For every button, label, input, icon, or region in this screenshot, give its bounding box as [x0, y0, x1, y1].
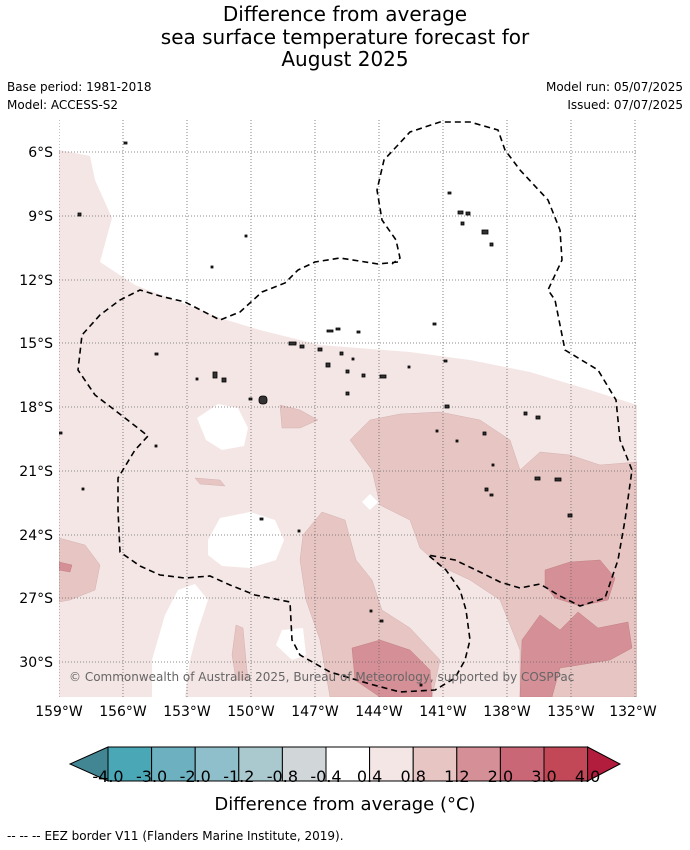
neutral-region-a — [197, 404, 248, 450]
colorbar-tick-label: -1.2 — [223, 767, 254, 786]
anomaly-region-1-2-2-0-d — [59, 561, 73, 573]
x-tick-label: 150°W — [227, 704, 275, 720]
model-name: Model: ACCESS-S2 — [7, 98, 119, 112]
colorbar-swatch — [456, 746, 501, 782]
colorbar-extend-high — [587, 746, 622, 782]
neutral-region-b — [208, 512, 284, 568]
y-tick-label: 9°S — [28, 209, 53, 225]
x-tick-label: 138°W — [483, 704, 531, 720]
anomaly-region-1-2-2-0-a — [351, 639, 433, 697]
issued-date: Issued: 07/07/2025 — [567, 98, 683, 112]
neutral-region-c — [152, 584, 208, 697]
x-tick-label: 141°W — [419, 704, 467, 720]
y-tick-label: 18°S — [19, 400, 53, 416]
colorbar-tick-label: 1.2 — [444, 767, 469, 786]
colorbar-tick-label: 0.8 — [400, 767, 425, 786]
island-coastlines — [59, 141, 573, 687]
colorbar-swatch — [194, 746, 240, 782]
eez-legend-text: EEZ border V11 (Flanders Marine Institut… — [44, 829, 344, 843]
y-axis-labels: 6°S 9°S 12°S 15°S 18°S 21°S 24°S 27°S 30… — [19, 145, 53, 671]
colorbar-tick-label: 4.0 — [575, 767, 600, 786]
colorbar-tick-label: -0.8 — [267, 767, 298, 786]
anomaly-region-0-8-1-2-e — [231, 624, 249, 681]
anomaly-region-1-2-2-0-c — [544, 559, 616, 607]
y-tick-label: 21°S — [19, 464, 53, 480]
x-axis-labels: 159°W 156°W 153°W 150°W 147°W 144°W 141°… — [35, 704, 657, 720]
anomaly-region-1-2-2-0-b — [519, 611, 633, 697]
colorbar-swatch — [543, 746, 589, 782]
map-title: Difference from average sea surface temp… — [0, 3, 690, 71]
y-tick-label: 6°S — [28, 145, 53, 161]
x-tick-label: 135°W — [547, 704, 595, 720]
title-line-3: August 2025 — [281, 47, 409, 71]
colorbar-swatch — [107, 746, 153, 782]
y-tick-label: 30°S — [19, 655, 53, 671]
anomaly-region-0-8-1-2-d — [59, 537, 101, 603]
eez-legend: -- -- -- EEZ border V11 (Flanders Marine… — [7, 829, 344, 843]
meta-left: Base period: 1981-2018 Model: ACCESS-S2 — [7, 78, 152, 114]
eez-border-lines — [77, 121, 633, 693]
title-line-1: Difference from average — [222, 2, 468, 26]
x-tick-label: 147°W — [291, 704, 339, 720]
x-tick-label: 144°W — [355, 704, 403, 720]
x-tick-label: 153°W — [163, 704, 211, 720]
y-tick-label: 24°S — [19, 528, 53, 544]
x-tick-label: 132°W — [609, 704, 657, 720]
colorbar-title: Difference from average (°C) — [214, 794, 475, 815]
colorbar-swatch — [281, 746, 327, 782]
colorbar-tick-label: 0.4 — [357, 767, 382, 786]
base-period: Base period: 1981-2018 — [7, 80, 152, 94]
meta-right: Model run: 05/07/2025 Issued: 07/07/2025 — [546, 78, 683, 114]
title-line-2: sea surface temperature forecast for — [160, 24, 530, 49]
colorbar-swatch — [499, 746, 545, 782]
model-run: Model run: 05/07/2025 — [545, 80, 683, 94]
colorbar-tick-label: -0.4 — [310, 767, 341, 786]
neutral-region-e — [362, 494, 378, 510]
sst-anomaly-map — [59, 120, 637, 697]
colorbar-swatch — [369, 746, 414, 782]
anomaly-region-0-8-1-2-c — [279, 404, 319, 429]
colorbar-swatch — [238, 746, 283, 782]
y-tick-label: 15°S — [19, 336, 53, 352]
colorbar-tick-label: 2.0 — [488, 767, 513, 786]
y-tick-label: 27°S — [19, 591, 53, 607]
colorbar-tick-label: 3.0 — [531, 767, 556, 786]
x-tick-label: 159°W — [35, 704, 83, 720]
anomaly-region-0-8-1-2-f — [194, 477, 226, 487]
colorbar: -4.0 -3.0 -2.0 -1.2 -0.8 -0.4 0.4 0.8 1.2 2.0 3.0 4… — [68, 746, 622, 786]
neutral-region-d — [276, 628, 306, 660]
copyright-credit: © Commonwealth of Australia 2025, Bureau… — [69, 670, 574, 684]
y-tick-label: 12°S — [19, 273, 53, 289]
colorbar-swatch — [412, 746, 458, 782]
eez-legend-symbol: -- -- -- — [7, 829, 41, 843]
colorbar-tick-label: -3.0 — [136, 767, 167, 786]
x-tick-label: 156°W — [99, 704, 147, 720]
graticule — [59, 120, 637, 697]
colorbar-swatch — [151, 746, 196, 782]
colorbar-tick-label: -4.0 — [92, 767, 123, 786]
colorbar-tick-label: -2.0 — [180, 767, 211, 786]
